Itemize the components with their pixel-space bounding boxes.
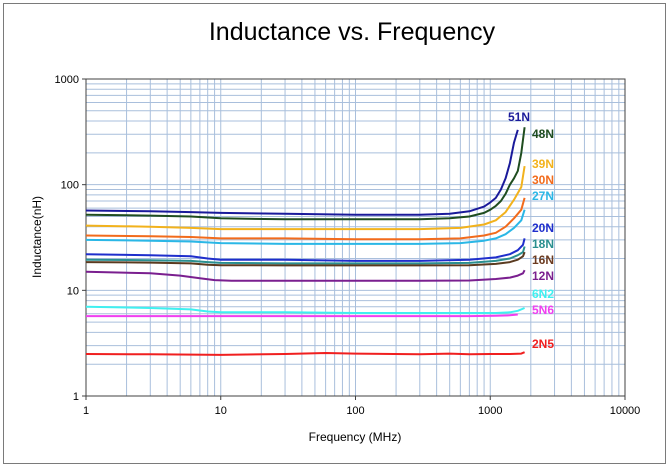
series-label-30n: 30N	[532, 173, 554, 187]
x-tick-label: 1000	[478, 405, 502, 417]
series-line-51n	[85, 129, 519, 216]
series-line-39n	[85, 165, 526, 231]
series-label-16n: 16N	[532, 253, 554, 267]
series-line-20n	[85, 238, 526, 262]
series-label-48n: 48N	[532, 127, 554, 141]
y-tick-label: 100	[61, 180, 79, 192]
series-line-6n2	[85, 305, 525, 314]
x-tick-label: 100	[346, 405, 364, 417]
series-lines	[85, 127, 526, 356]
series-label-2n5: 2N5	[532, 337, 554, 351]
series-line-12n	[85, 269, 526, 282]
series-label-39n: 39N	[532, 157, 554, 171]
y-tick-label: 1000	[55, 74, 79, 86]
series-line-27n	[85, 209, 526, 245]
chart-title: Inductance vs. Frequency	[209, 18, 496, 46]
series-label-18n: 18N	[532, 237, 554, 251]
series-label-20n: 20N	[532, 221, 554, 235]
x-tick-label: 1	[83, 405, 89, 417]
x-tick-label: 10000	[610, 405, 641, 417]
series-label-5n6: 5N6	[532, 303, 554, 317]
series-label-6n2: 6N2	[532, 287, 554, 301]
x-axis-label: Frequency (MHz)	[309, 430, 402, 444]
x-tick-label: 10	[215, 405, 227, 417]
y-axis-label: Inductance(nH)	[30, 196, 44, 278]
series-line-2n5	[85, 351, 525, 356]
series-label-51n: 51N	[508, 110, 530, 124]
series-label-12n: 12N	[532, 269, 554, 283]
series-line-18n	[85, 246, 526, 265]
y-axis: 1 10 100 1000	[55, 74, 86, 403]
x-axis: 1 10 100 1000 10000	[83, 396, 640, 417]
series-line-48n	[85, 127, 526, 221]
series-label-27n: 27N	[532, 189, 554, 203]
series-line-30n	[85, 197, 526, 241]
y-tick-label: 1	[73, 391, 79, 403]
series-line-16n	[85, 251, 526, 267]
series-line-5n6	[86, 313, 518, 318]
y-tick-label: 10	[67, 285, 79, 297]
